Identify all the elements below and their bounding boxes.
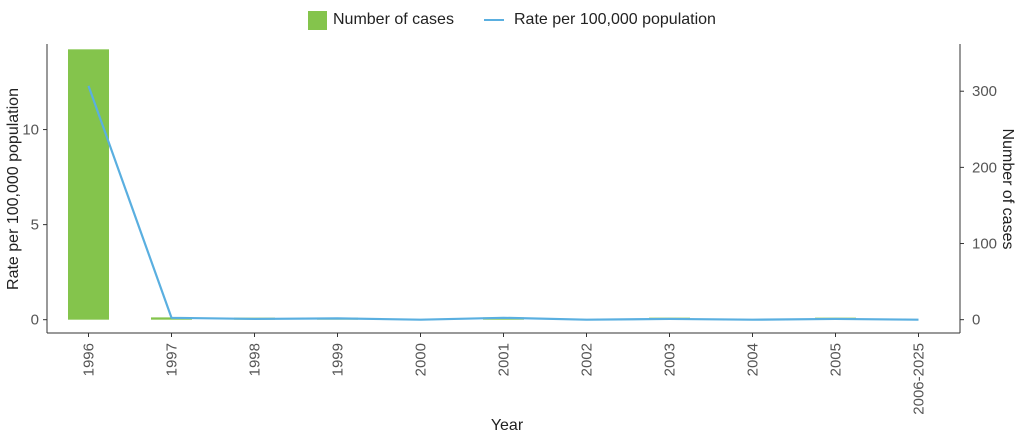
bar-1996 — [68, 49, 109, 320]
x-tick-label-2000: 2000 — [413, 343, 430, 376]
x-tick-label-1997: 1997 — [164, 343, 181, 376]
y2-tick-label-200: 200 — [972, 159, 997, 176]
line-layer — [87, 85, 919, 321]
x-tick-label-1996: 1996 — [81, 343, 98, 376]
legend-item-rate: Rate per 100,000 population — [484, 8, 716, 32]
legend-label-cases: Number of cases — [333, 11, 454, 28]
rate-line — [87, 85, 919, 321]
legend-label-rate: Rate per 100,000 population — [514, 11, 716, 28]
x-tick-label-2006-2025: 2006-2025 — [911, 343, 928, 415]
x-tick-label-2001: 2001 — [496, 343, 513, 376]
legend-swatch-cases — [308, 10, 327, 30]
bars-layer — [68, 49, 856, 320]
y-axis-title: Rate per 100,000 population — [5, 88, 22, 290]
y2-axis-title: Number of cases — [999, 129, 1016, 250]
x-tick-label-2004: 2004 — [745, 343, 762, 376]
x-tick-label-2005: 2005 — [828, 343, 845, 376]
y2-tick-label-0: 0 — [972, 312, 980, 329]
x-tick-label-1999: 1999 — [330, 343, 347, 376]
y2-tick-label-300: 300 — [972, 83, 997, 100]
x-tick-label-1998: 1998 — [247, 343, 264, 376]
legend-swatch-rate — [484, 19, 504, 21]
legend: Number of cases Rate per 100,000 populat… — [0, 8, 1024, 32]
x-axis-title: Year — [491, 417, 524, 434]
y-tick-label-10: 10 — [22, 122, 39, 139]
y2-tick-label-100: 100 — [972, 236, 997, 253]
y-tick-label-5: 5 — [31, 217, 39, 234]
y-tick-label-0: 0 — [31, 312, 39, 329]
legend-item-cases: Number of cases — [308, 8, 454, 32]
x-tick-label-2002: 2002 — [579, 343, 596, 376]
x-tick-label-2003: 2003 — [662, 343, 679, 376]
